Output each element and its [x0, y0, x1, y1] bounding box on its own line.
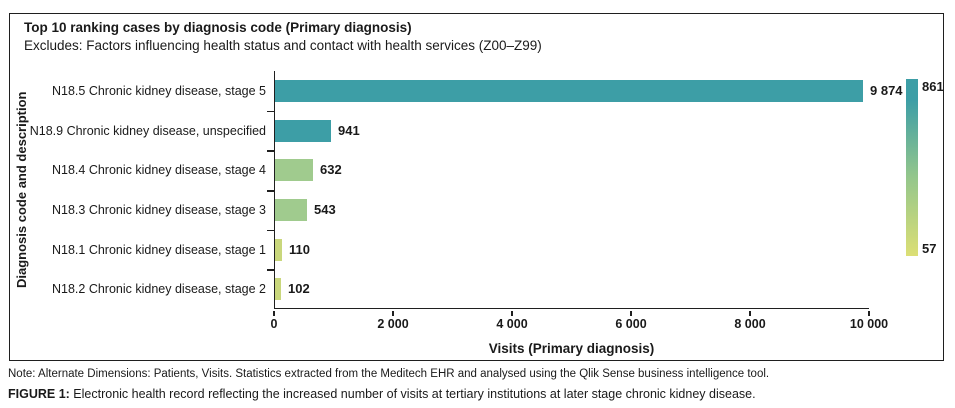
plot-area: 9 874 941 632 543 110 102: [274, 71, 903, 309]
category-label: N18.5 Chronic kidney disease, stage 5: [51, 83, 266, 98]
y-axis-tick: [267, 150, 274, 152]
figure-caption-prefix: FIGURE 1:: [8, 387, 70, 401]
bar: [275, 238, 282, 261]
x-axis-title: Visits (Primary diagnosis): [488, 341, 655, 356]
x-axis-tick-label: 10 000: [849, 317, 889, 331]
x-axis-tick: [630, 310, 632, 316]
x-axis-tick: [868, 310, 870, 316]
value-label: 9 874: [870, 82, 903, 98]
x-axis-tick-label: 2 000: [377, 317, 409, 331]
x-axis-tick: [392, 310, 394, 316]
chart-title: Top 10 ranking cases by diagnosis code (…: [24, 20, 412, 35]
y-axis-tick: [267, 269, 274, 271]
x-axis-tick: [749, 310, 751, 316]
value-label: 941: [338, 122, 360, 138]
y-axis-tick: [267, 229, 274, 232]
chart-subtitle: Excludes: Factors influencing health sta…: [24, 38, 542, 53]
figure-caption: FIGURE 1: Electronic health record refle…: [8, 387, 756, 401]
color-legend-max-label: 861: [922, 79, 944, 94]
value-label: 632: [320, 162, 342, 178]
category-label: N18.1 Chronic kidney disease, stage 1: [51, 242, 266, 257]
bar: [275, 198, 307, 221]
value-label: 110: [289, 241, 310, 257]
figure-caption-text: Electronic health record reflecting the …: [69, 387, 756, 401]
category-label: N18.2 Chronic kidney disease, stage 2: [51, 282, 266, 297]
bar: [275, 119, 331, 142]
y-axis-title: Diagnosis code and description: [14, 91, 29, 289]
color-legend-min-label: 57: [922, 241, 937, 256]
bar: [275, 79, 863, 102]
figure-frame: Top 10 ranking cases by diagnosis code (…: [9, 13, 944, 361]
category-label: N18.9 Chronic kidney disease, unspecifie…: [29, 123, 266, 138]
y-axis-tick: [267, 190, 274, 192]
y-axis-tick: [267, 110, 274, 113]
value-label: 543: [314, 201, 336, 217]
value-label: 102: [288, 281, 310, 297]
category-label: N18.4 Chronic kidney disease, stage 4: [51, 163, 266, 178]
x-axis-tick-label: 0: [270, 317, 278, 331]
category-label: N18.3 Chronic kidney disease, stage 3: [51, 202, 266, 217]
x-axis-tick-label: 4 000: [496, 317, 528, 331]
bar: [275, 159, 313, 182]
x-axis-tick: [511, 310, 513, 316]
x-axis-tick: [273, 310, 275, 316]
bar: [275, 278, 281, 301]
x-axis-tick-label: 8 000: [734, 317, 766, 331]
x-axis-tick-label: 6 000: [615, 317, 647, 331]
color-legend-gradient: [906, 79, 918, 256]
figure-note: Note: Alternate Dimensions: Patients, Vi…: [8, 368, 770, 380]
